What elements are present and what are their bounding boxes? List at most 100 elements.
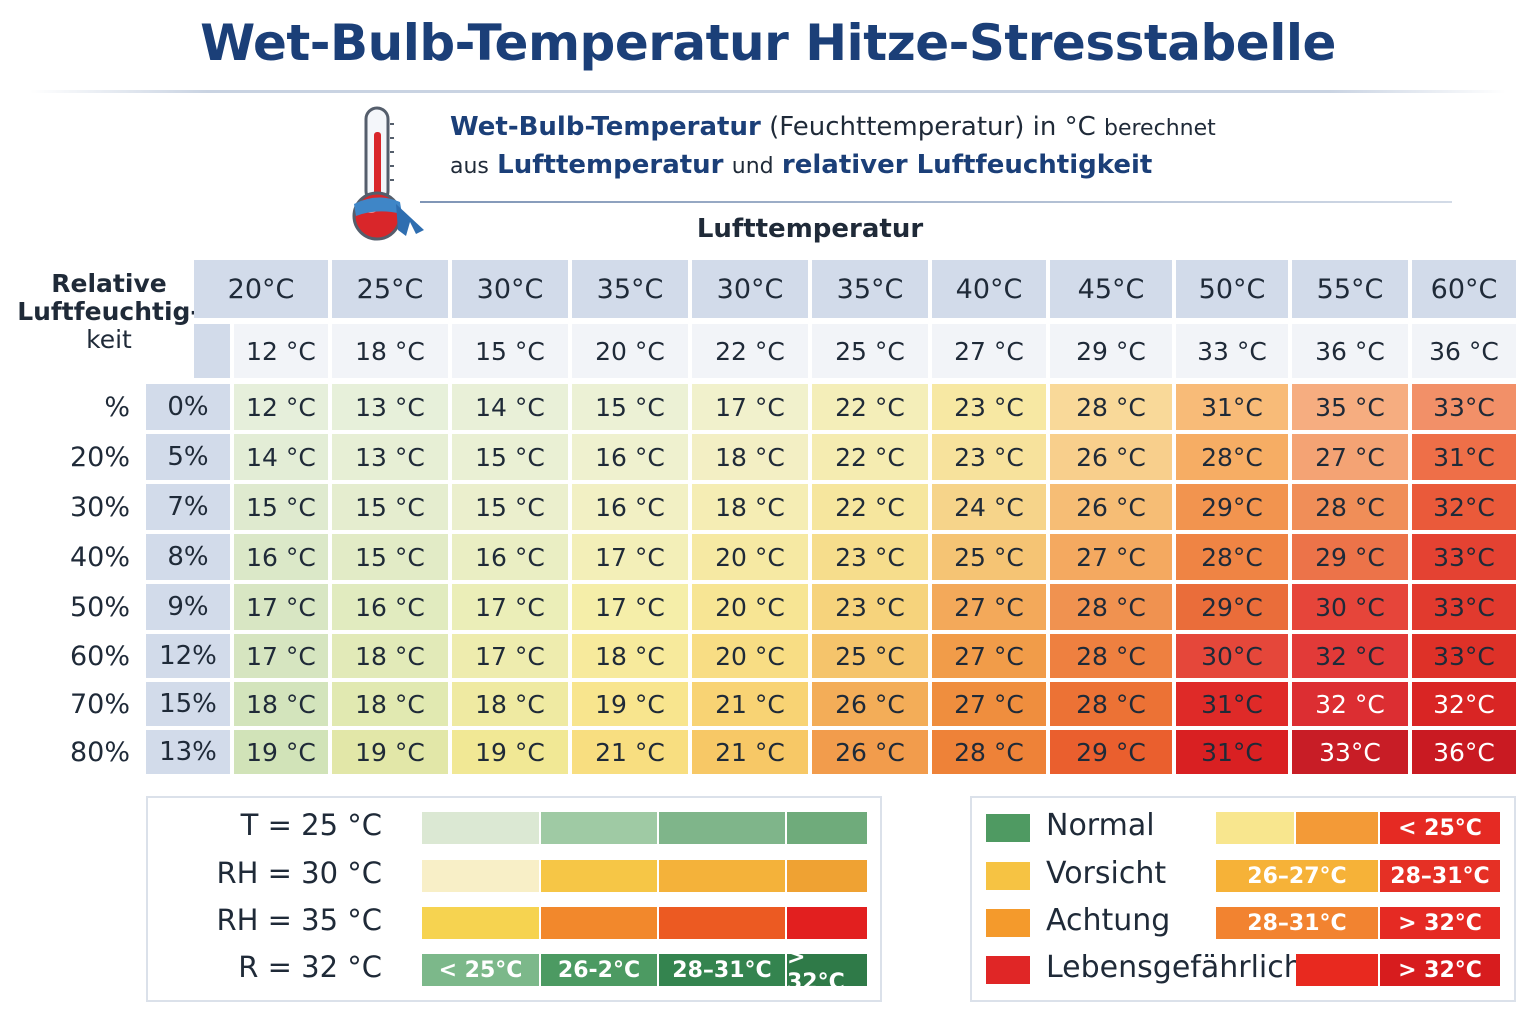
row-axis-line-3: keit (86, 325, 132, 354)
table-cell: 32 °C (1292, 682, 1408, 726)
subtitle-small-2: aus (450, 154, 489, 179)
column-subheader: 12 °C (234, 324, 328, 378)
legend-swatch (986, 956, 1030, 984)
table-cell: 23 °C (812, 534, 928, 580)
row-axis-line-2: Luftfeuchtig- (17, 297, 201, 326)
table-cell: 16 °C (234, 534, 328, 580)
scale-row-label: T = 25 °C (240, 808, 382, 842)
legend-bar-segment (1296, 812, 1378, 844)
table-cell: 28 °C (1050, 634, 1172, 678)
table-cell: 15 °C (234, 484, 328, 530)
legend-label: Normal (1046, 808, 1155, 843)
column-subheader: 33 °C (1176, 324, 1288, 378)
legend-swatch (986, 862, 1030, 890)
table-cell: 25 °C (812, 634, 928, 678)
scale-bar-segment (659, 812, 785, 844)
table-cell: 30°C (1176, 634, 1288, 678)
row-label: % (104, 391, 130, 423)
scale-row-label: RH = 35 °C (216, 903, 382, 937)
table-cell: 26 °C (1050, 484, 1172, 530)
table-cell: 16 °C (572, 434, 688, 480)
table-cell: 13 °C (332, 434, 448, 480)
table-cell: 14 °C (452, 384, 568, 430)
table-cell: 16 °C (452, 534, 568, 580)
column-subheader: 22 °C (692, 324, 808, 378)
table-cell: 22 °C (812, 384, 928, 430)
table-cell: 32 °C (1292, 634, 1408, 678)
table-cell: 19 °C (234, 730, 328, 774)
table-cell: 29°C (1176, 484, 1288, 530)
scale-bar-segment (787, 907, 867, 939)
table-cell: 29 °C (1050, 730, 1172, 774)
legend-bar-segment: > 32°C (1380, 954, 1500, 986)
table-cell: 28 °C (1050, 682, 1172, 726)
column-subheader: 25 °C (812, 324, 928, 378)
table-cell: 27 °C (932, 634, 1046, 678)
table-cell: 19 °C (572, 682, 688, 726)
table-cell: 27 °C (1050, 534, 1172, 580)
table-cell: 26 °C (1050, 434, 1172, 480)
scale-bar-segment: 26-2°C (541, 954, 657, 986)
row-label: 70% (69, 688, 130, 720)
table-cell: 15 °C (332, 484, 448, 530)
scale-bar-segment (422, 812, 539, 844)
scale-bar-segment (541, 812, 657, 844)
table-cell: 23 °C (812, 584, 928, 630)
legend-bar-segment (1216, 812, 1294, 844)
table-cell: 28 °C (932, 730, 1046, 774)
row-sublabel: 8% (146, 534, 230, 580)
legend-label: Achtung (1046, 903, 1171, 938)
table-cell: 28 °C (1050, 384, 1172, 430)
table-cell: 27 °C (932, 584, 1046, 630)
legend-label: Lebensgefährlich (1046, 950, 1303, 985)
table-cell: 13 °C (332, 384, 448, 430)
column-header: 35°C (812, 260, 928, 318)
column-header: 25°C (332, 260, 448, 318)
column-subheader: 15 °C (452, 324, 568, 378)
table-cell: 17 °C (452, 584, 568, 630)
scale-bar-segment: < 25°C (422, 954, 539, 986)
table-cell: 33°C (1412, 534, 1516, 580)
legend-bar-segment: > 32°C (1380, 907, 1500, 939)
column-header: 35°C (572, 260, 688, 318)
table-cell: 16 °C (572, 484, 688, 530)
title-divider (30, 90, 1506, 93)
scale-row-label: R = 32 °C (238, 950, 382, 984)
subtitle-bold-1: Wet-Bulb-Temperatur (450, 112, 761, 142)
row-sublabel: 13% (146, 730, 230, 774)
table-cell: 21 °C (692, 730, 808, 774)
table-cell: 22 °C (812, 484, 928, 530)
column-header: 30°C (452, 260, 568, 318)
table-cell: 26 °C (812, 682, 928, 726)
column-subheader: 27 °C (932, 324, 1046, 378)
scale-bar-segment (541, 860, 657, 892)
table-cell: 28 °C (1292, 484, 1408, 530)
row-label: 40% (69, 541, 130, 573)
scale-bar-segment (659, 860, 785, 892)
table-cell: 19 °C (452, 730, 568, 774)
row-label: 50% (69, 591, 130, 623)
table-cell: 16 °C (332, 584, 448, 630)
row-sublabel: 9% (146, 584, 230, 630)
subtitle-small-1: berechnet (1104, 116, 1216, 141)
table-cell: 31°C (1176, 384, 1288, 430)
row-sublabel: 15% (146, 682, 230, 726)
row-label: 60% (69, 640, 130, 672)
scale-bar-segment (541, 907, 657, 939)
legend-label: Vorsicht (1046, 856, 1167, 891)
table-cell: 31°C (1176, 682, 1288, 726)
subtitle-line-2: aus Lufttemperatur und relativer Luftfeu… (450, 150, 1152, 180)
table-cell: 18 °C (692, 434, 808, 480)
column-header: 55°C (1292, 260, 1408, 318)
row-label: 30% (69, 491, 130, 523)
table-cell: 29°C (1176, 584, 1288, 630)
table-cell: 18 °C (452, 682, 568, 726)
column-subheader: 29 °C (1050, 324, 1172, 378)
table-cell: 33°C (1412, 634, 1516, 678)
table-cell: 15 °C (572, 384, 688, 430)
row-sublabel: 12% (146, 634, 230, 678)
row-sublabel: 5% (146, 434, 230, 480)
table-cell: 17 °C (692, 384, 808, 430)
table-cell: 17 °C (572, 534, 688, 580)
table-cell: 32°C (1412, 682, 1516, 726)
